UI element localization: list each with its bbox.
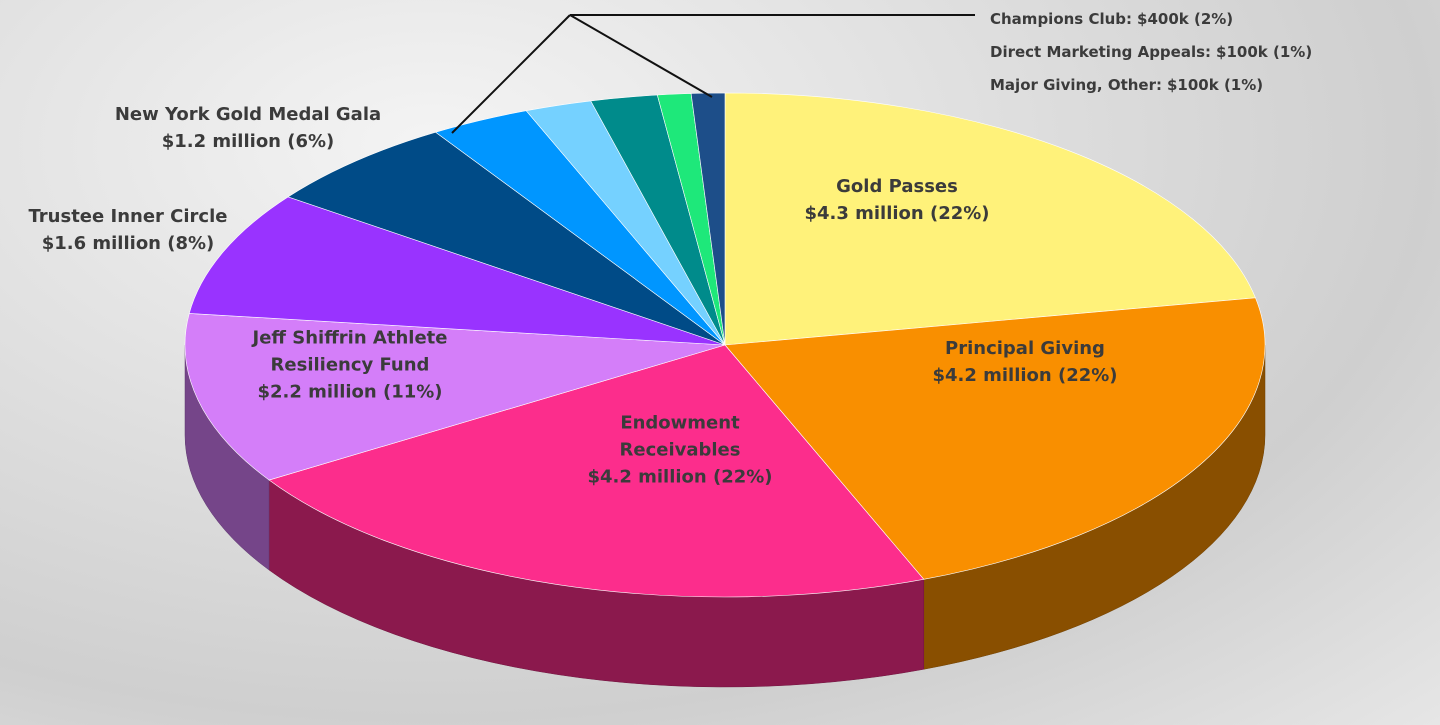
page: {"chart_data": {"type": "pie", "categori… (0, 0, 1440, 725)
leader-line (570, 15, 712, 97)
small-slice-label: Direct Marketing Appeals: $100k (1%) (990, 43, 1312, 61)
category-label: New York Gold Medal Gala (88, 101, 408, 128)
category-label: Principal Giving (875, 335, 1175, 362)
category-label: Major Giving, Other: (990, 76, 1162, 94)
category-label: Jeff Shiffrin Athlete Resiliency Fund (230, 325, 470, 379)
slice-label: Principal Giving$4.2 million (22%) (875, 335, 1175, 389)
value-label: $4.2 million (22%) (875, 362, 1175, 389)
slice-label: Gold Passes$4.3 million (22%) (747, 173, 1047, 227)
value-label: $100k (1%) (1216, 43, 1312, 61)
slice-label: Trustee Inner Circle$1.6 million (8%) (0, 203, 278, 257)
category-label: Champions Club: (990, 10, 1132, 28)
value-label: $2.2 million (11%) (230, 379, 470, 406)
slice-label: New York Gold Medal Gala$1.2 million (6%… (88, 101, 408, 155)
value-label: $4.3 million (22%) (747, 200, 1047, 227)
value-label: $1.6 million (8%) (0, 230, 278, 257)
small-slice-label: Major Giving, Other: $100k (1%) (990, 76, 1263, 94)
value-label: $400k (2%) (1137, 10, 1233, 28)
category-label: Endowment Receivables (580, 410, 780, 464)
category-label: Direct Marketing Appeals: (990, 43, 1211, 61)
value-label: $100k (1%) (1167, 76, 1263, 94)
category-label: Trustee Inner Circle (0, 203, 278, 230)
small-slice-label: Champions Club: $400k (2%) (990, 10, 1233, 28)
slice-label: Endowment Receivables$4.2 million (22%) (580, 410, 780, 491)
category-label: Gold Passes (747, 173, 1047, 200)
slice-label: Jeff Shiffrin Athlete Resiliency Fund$2.… (230, 325, 470, 406)
value-label: $1.2 million (6%) (88, 128, 408, 155)
value-label: $4.2 million (22%) (580, 464, 780, 491)
